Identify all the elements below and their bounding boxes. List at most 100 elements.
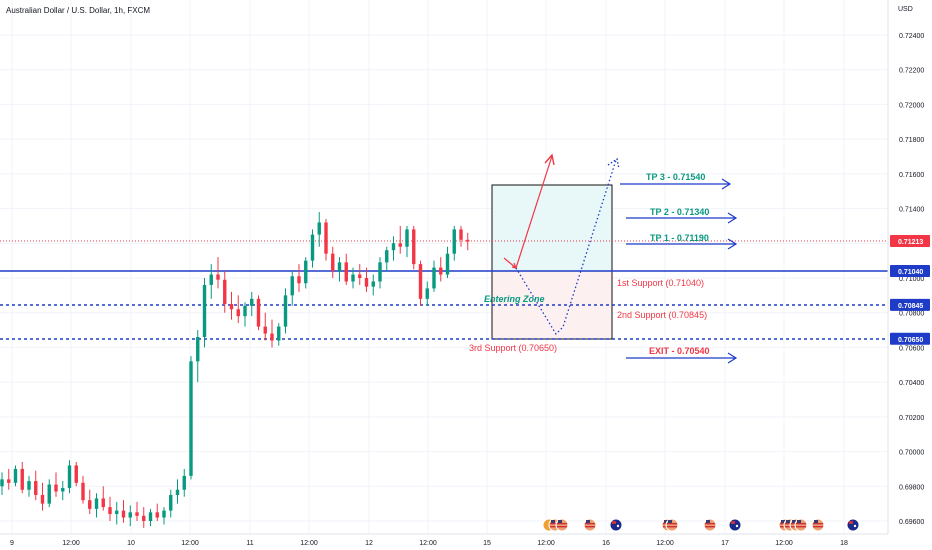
candle bbox=[371, 274, 375, 296]
candle bbox=[155, 503, 159, 521]
candle bbox=[412, 225, 416, 270]
candle bbox=[27, 475, 31, 497]
price-level-label: 0.71213 bbox=[890, 235, 930, 248]
candle bbox=[378, 257, 382, 289]
time-tick: 12:00 bbox=[62, 540, 80, 547]
candle bbox=[54, 472, 58, 497]
svg-text:0.71213: 0.71213 bbox=[898, 239, 923, 246]
time-axis-ticks: 9 12:00 10 12:00 11 12:00 12 12:00 15 12:00 16 12:0… bbox=[10, 540, 848, 547]
candle bbox=[405, 225, 409, 258]
candle bbox=[0, 472, 4, 495]
candle bbox=[364, 267, 369, 292]
time-tick: 18 bbox=[840, 540, 848, 547]
time-tick: 12 bbox=[365, 540, 373, 547]
price-tick: 0.71000 bbox=[899, 276, 924, 283]
candle bbox=[445, 246, 450, 278]
flag-au-icon[interactable] bbox=[609, 518, 623, 532]
candle bbox=[223, 271, 227, 313]
price-tick: 0.70800 bbox=[899, 311, 924, 318]
candle bbox=[466, 232, 470, 251]
time-tick: 11 bbox=[246, 540, 253, 547]
price-tick: 0.70400 bbox=[899, 380, 924, 387]
price-tick: 0.71800 bbox=[899, 137, 924, 144]
flag-us-icon[interactable] bbox=[665, 518, 679, 532]
economic-events[interactable] bbox=[542, 518, 860, 532]
price-tick: 0.70000 bbox=[899, 450, 924, 457]
candle bbox=[121, 500, 126, 523]
flag-au-icon[interactable] bbox=[846, 518, 860, 532]
candle bbox=[128, 505, 132, 527]
candle bbox=[169, 489, 173, 518]
candle bbox=[452, 225, 456, 261]
svg-text:0.71040: 0.71040 bbox=[898, 269, 923, 276]
bullish-arrow bbox=[515, 155, 553, 269]
price-tick: 0.72200 bbox=[899, 68, 924, 75]
time-tick: 12:00 bbox=[775, 540, 793, 547]
flag-us-icon[interactable] bbox=[555, 518, 569, 532]
candle bbox=[277, 323, 281, 346]
candle bbox=[61, 481, 65, 501]
time-tick: 12:00 bbox=[537, 540, 555, 547]
tp1-label: TP 1 - 0.71190 bbox=[650, 233, 709, 243]
candle bbox=[88, 489, 92, 515]
price-tick: 0.72400 bbox=[899, 33, 924, 40]
candle bbox=[351, 267, 355, 289]
price-tick: 0.72000 bbox=[899, 102, 924, 109]
flag-us-icon[interactable] bbox=[703, 518, 717, 532]
price-level-label: 0.70650 bbox=[890, 332, 930, 345]
candle bbox=[216, 257, 220, 289]
candle bbox=[135, 501, 139, 521]
candle bbox=[115, 501, 119, 525]
flag-us-icon[interactable] bbox=[811, 518, 825, 532]
candle bbox=[304, 257, 308, 289]
time-tick: 12:00 bbox=[181, 540, 199, 547]
price-tick: 0.71400 bbox=[899, 207, 924, 214]
candle bbox=[175, 479, 180, 504]
candle bbox=[337, 257, 342, 282]
target-zone-box bbox=[491, 184, 613, 272]
bearish-then-bullish-projection bbox=[515, 157, 620, 336]
support-2-label: 2nd Support (0.70845) bbox=[617, 310, 707, 320]
candle bbox=[101, 486, 105, 511]
tp2-arrow bbox=[626, 212, 738, 224]
price-level-label: 0.71040 bbox=[890, 265, 930, 278]
plot-area[interactable] bbox=[0, 0, 888, 534]
candle bbox=[209, 264, 213, 299]
bullish-projection bbox=[503, 153, 555, 269]
candle bbox=[162, 507, 166, 525]
tp3-label: TP 3 - 0.71540 bbox=[646, 172, 705, 182]
candle bbox=[283, 288, 288, 334]
candle bbox=[20, 461, 24, 494]
time-axis[interactable] bbox=[0, 534, 888, 550]
candle bbox=[74, 461, 78, 487]
candle bbox=[94, 493, 99, 518]
flag-us-icon[interactable] bbox=[794, 518, 808, 532]
tp1-arrow bbox=[626, 238, 738, 250]
exit-arrow bbox=[626, 352, 738, 364]
time-tick: 9 bbox=[10, 540, 14, 547]
candle bbox=[142, 507, 146, 528]
time-tick: 12:00 bbox=[656, 540, 674, 547]
exit-label: EXIT - 0.70540 bbox=[649, 346, 710, 356]
candle bbox=[297, 264, 301, 292]
tp2-label: TP 2 - 0.71340 bbox=[650, 207, 709, 217]
time-tick: 17 bbox=[721, 540, 729, 547]
candle bbox=[196, 330, 200, 383]
price-level-label: 0.70845 bbox=[890, 298, 930, 311]
tp3-arrow bbox=[620, 178, 732, 190]
candle bbox=[148, 508, 153, 527]
candle bbox=[229, 291, 234, 320]
chart-title: Australian Dollar / U.S. Dollar, 1h, FXC… bbox=[6, 6, 150, 15]
candle bbox=[263, 312, 267, 341]
time-tick: 12:00 bbox=[300, 540, 318, 547]
candle bbox=[81, 475, 85, 504]
candle bbox=[67, 460, 72, 494]
svg-text:0.70650: 0.70650 bbox=[898, 337, 923, 344]
candle bbox=[182, 468, 186, 497]
flag-us-icon[interactable] bbox=[583, 518, 597, 532]
candle bbox=[425, 281, 429, 306]
flag-au-icon[interactable] bbox=[728, 518, 742, 532]
candle bbox=[236, 295, 240, 324]
candle bbox=[344, 253, 348, 285]
